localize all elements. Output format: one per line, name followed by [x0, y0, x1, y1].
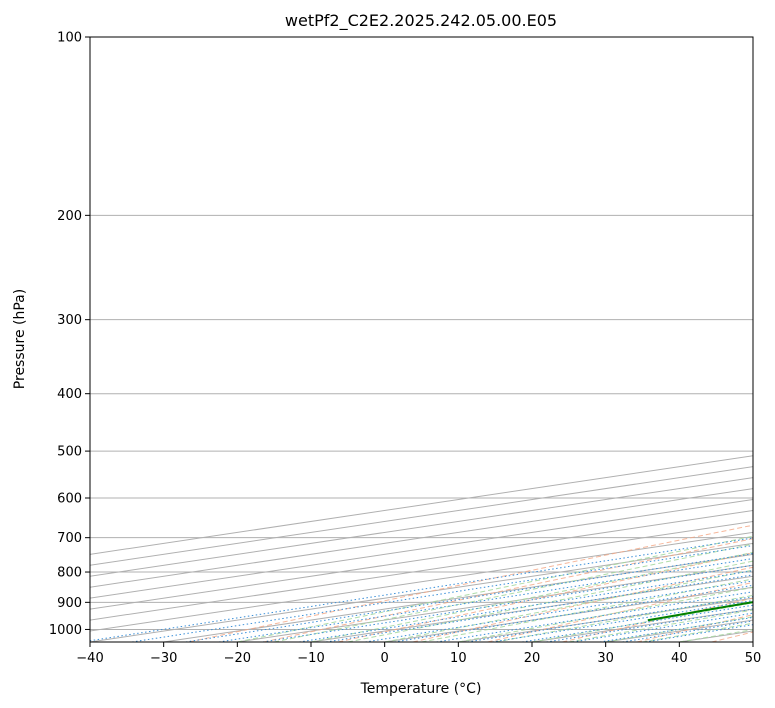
mixing-ratio-line	[365, 580, 753, 642]
y-tick-label: 900	[57, 596, 82, 611]
isotherm-line	[90, 477, 753, 577]
y-axis-label: Pressure (hPa)	[12, 289, 28, 389]
dry-adiabat-line	[412, 566, 753, 642]
dry-adiabat-line	[562, 597, 753, 642]
mixing-ratio-line	[262, 564, 753, 642]
moist-adiabat-line	[347, 560, 753, 642]
moist-adiabat-line	[237, 535, 753, 642]
background-lines	[90, 37, 753, 642]
plot-area: 0.10.20.40.611.52346810131620253036-100-…	[90, 37, 753, 642]
y-tick-label: 400	[57, 387, 82, 402]
y-tick-label: 1000	[49, 623, 82, 638]
mixing-ratio-line	[185, 553, 753, 642]
moist-adiabat-line	[274, 543, 753, 642]
moist-adiabat-line	[495, 594, 753, 642]
isotherm-line	[90, 455, 753, 555]
x-tick-label: −40	[76, 651, 103, 666]
isotherm-line	[90, 499, 753, 599]
x-tick-label: 50	[745, 651, 762, 666]
x-tick-label: −20	[224, 651, 251, 666]
x-axis-label: Temperature (°C)	[360, 681, 482, 697]
x-tick-label: −10	[297, 651, 324, 666]
isotherm-line	[90, 509, 753, 610]
isotherm-line	[90, 488, 753, 588]
dry-adiabat-line	[263, 538, 753, 642]
x-tick-label: 10	[450, 651, 467, 666]
axes: −40 −30 −20 −10 0 10 20 30 40 50 100 200 300 400 500 60…	[49, 31, 761, 667]
plot-frame	[89, 36, 754, 643]
y-tick-label: 200	[57, 209, 82, 224]
mixing-ratio-line	[325, 574, 753, 642]
y-tick-label: 300	[57, 313, 82, 328]
x-tick-label: 20	[524, 651, 541, 666]
y-tick-label: 700	[57, 531, 82, 546]
mixing-ratio-line	[299, 570, 753, 642]
chart-title: wetPf2_C2E2.2025.242.05.00.E05	[285, 11, 557, 31]
isotherm-line	[90, 466, 753, 566]
x-tick-label: 30	[597, 651, 614, 666]
moist-adiabat-line	[421, 578, 753, 642]
y-tick-label: 100	[57, 31, 82, 46]
y-tick-label: 800	[57, 566, 82, 581]
x-tick-label: −30	[150, 651, 177, 666]
x-tick-label: 40	[671, 651, 688, 666]
x-tick-label: 0	[381, 651, 389, 666]
y-tick-label: 500	[57, 445, 82, 460]
isotherm-line	[90, 520, 753, 621]
y-tick-label: 600	[57, 492, 82, 507]
isotherm-line	[90, 531, 753, 632]
dry-adiabat-line	[188, 524, 753, 642]
